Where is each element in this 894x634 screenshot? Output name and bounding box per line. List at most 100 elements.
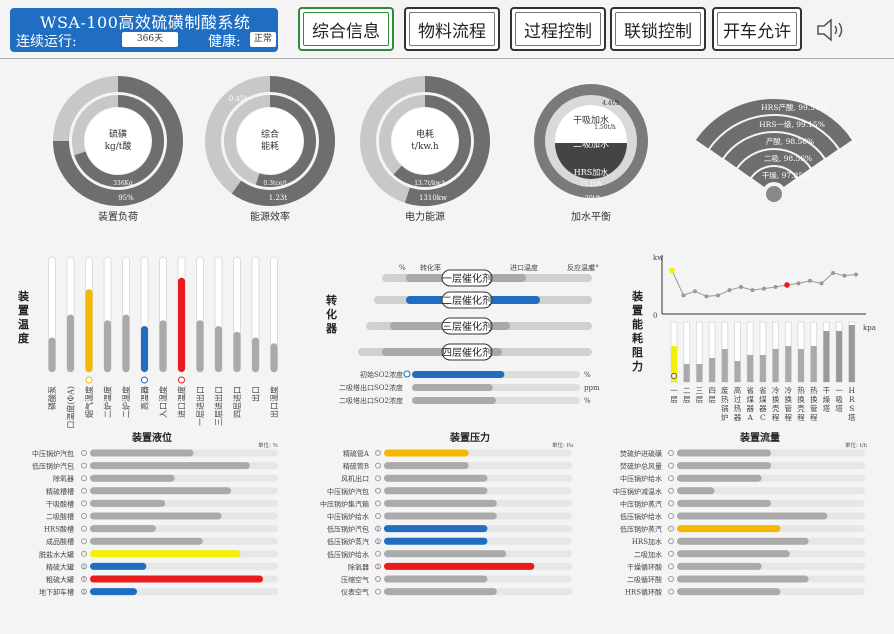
efficiency-label: HRS产酸, 99.54% <box>761 102 827 112</box>
pressure-fill <box>384 588 497 596</box>
pressure-fill <box>384 512 497 520</box>
status-dot <box>375 525 381 532</box>
alert-icon: ! <box>377 451 379 458</box>
level-fill <box>90 588 137 596</box>
catalyst-layer-badge[interactable] <box>441 291 493 309</box>
flow-row-label: 中压锅炉给水 <box>620 474 662 483</box>
resistance-bar-fill <box>734 361 741 382</box>
speaker-icon[interactable] <box>816 18 850 42</box>
gauge-outer-ring-fill <box>231 76 335 206</box>
flow-row-label: 中压锅炉蒸汽 <box>620 499 662 508</box>
status-dot <box>668 563 674 570</box>
gauge-inner-ring-fill <box>255 95 316 187</box>
water-balance-value-3: 15.1t/h <box>580 181 602 188</box>
resistance-bar-label: 二 <box>683 386 691 395</box>
info-icon <box>403 370 411 378</box>
level-fill <box>90 575 263 583</box>
level-row-label: 精硫大罐 <box>46 562 74 571</box>
pressure-row-label: 中压锅炉汽包 <box>327 487 369 496</box>
resistance-bar-label: 四 <box>708 386 716 395</box>
flow-fill <box>677 462 771 470</box>
gauge-center-unit: 能耗 <box>261 140 279 152</box>
resistance-point <box>669 267 675 274</box>
resistance-bar-label: 一 <box>835 386 843 395</box>
pressure-row-label: 中压锅炉给水 <box>327 512 369 521</box>
resistance-bar-label: 层 <box>670 395 678 404</box>
water-balance-label-3: HRS加水 <box>574 167 608 177</box>
converter-header: 转化率 <box>420 263 441 272</box>
pressure-row-label: 除氧器 <box>348 562 369 571</box>
alert-icon: i <box>377 564 379 571</box>
resistance-point <box>762 286 766 291</box>
level-fill <box>90 512 222 520</box>
water-balance-label-1: 干吸加水 <box>573 114 609 126</box>
resistance-bar-label: 壳 <box>797 403 805 413</box>
resistance-point <box>739 285 743 290</box>
flow-row-label: 二吸循环酸 <box>627 575 662 584</box>
tab-interlock-control[interactable]: 联锁控制 <box>610 7 706 51</box>
catalyst-layer-badge[interactable] <box>441 317 493 335</box>
catalyst-layer-badge[interactable] <box>441 269 493 287</box>
gauge-center-unit: t/kw.h <box>411 142 439 152</box>
system-title-panel: WSA-100高效硫磺制酸系统 连续运行: 366天 健康: 正常 <box>10 8 278 52</box>
flow-fill <box>677 588 781 596</box>
status-dot <box>375 563 381 570</box>
tab-startup-permit[interactable]: 开车允许 <box>712 7 802 51</box>
status-dot <box>81 450 87 456</box>
level-row-label: 精硫槽槽 <box>46 487 74 496</box>
resistance-bar-label: 废 <box>721 385 729 395</box>
pressure-fill <box>384 525 488 533</box>
gauge-center-label: 综合 <box>261 128 279 140</box>
resistance-bar-label: 炉 <box>721 412 729 422</box>
resistance-bar-label: 省 <box>746 385 754 395</box>
resistance-bar-fill <box>671 346 677 382</box>
tab-overview[interactable]: 综合信息 <box>298 7 394 51</box>
efficiency-arc <box>724 133 824 168</box>
pressure-row-label: 精硫管B <box>343 462 369 471</box>
resistance-bar-label: R <box>849 395 855 404</box>
converter-header: % <box>399 264 406 272</box>
resistance-zero-label: 0 <box>653 312 657 320</box>
catalyst-layer-label: 一层催化剂 <box>442 272 492 285</box>
pressure-fill <box>384 499 497 507</box>
status-dot <box>668 500 674 507</box>
tab-process-control[interactable]: 过程控制 <box>510 7 606 51</box>
resistance-bar-label: 一 <box>670 386 678 395</box>
gauge-inner-value: 336Kg <box>113 180 133 187</box>
catalyst-layer-badge[interactable] <box>441 343 493 361</box>
status-dot <box>81 513 87 519</box>
resistance-bar-label: 燥 <box>823 395 831 404</box>
pressure-row-label: 风机出口 <box>341 474 369 483</box>
gauge-outer-ring-fill <box>53 76 183 206</box>
resistance-bar-label: C <box>760 413 766 422</box>
temperature-bar-fill <box>67 314 74 372</box>
run-label: 连续运行: <box>16 34 77 50</box>
status-dot <box>375 513 381 519</box>
status-dot <box>81 563 87 570</box>
alert-icon <box>671 373 677 379</box>
status-dot <box>668 576 674 582</box>
resistance-bar-label: 程 <box>772 413 780 422</box>
tab-material-flow-label: 物料流程 <box>409 12 495 46</box>
temperature-bar-fill <box>215 326 222 372</box>
level-fill <box>90 462 250 470</box>
flow-row-label: 焚硫炉进硫磺 <box>620 449 662 458</box>
status-dot <box>668 462 674 469</box>
resistance-point <box>854 272 858 277</box>
gauge-inner-ring-fill <box>393 95 471 187</box>
resistance-bar-label: 层 <box>708 395 716 404</box>
temperature-bar-label: 出口 <box>251 386 261 402</box>
level-fill <box>90 562 147 570</box>
tab-material-flow[interactable]: 物料流程 <box>404 7 500 51</box>
gauge-caption: 装置负荷 <box>98 210 138 223</box>
resistance-bar-label: 管 <box>810 403 818 413</box>
resistance-point <box>842 273 847 278</box>
efficiency-label: 干燥, 97.85% <box>762 171 810 180</box>
temperature-bar-fill <box>178 277 185 372</box>
resistance-bar-label: 层 <box>696 395 704 404</box>
temperature-bar-fill <box>141 326 148 372</box>
fan-hub <box>766 186 782 202</box>
resistance-bar-label: 热 <box>721 394 729 404</box>
pressure-fill <box>384 462 469 470</box>
